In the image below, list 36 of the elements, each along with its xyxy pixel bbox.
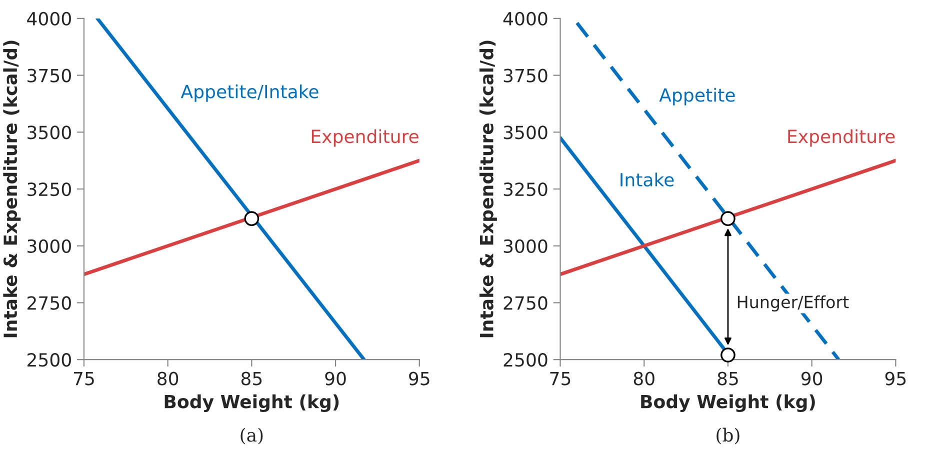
x-tick-label: 80	[158, 372, 178, 386]
y-tick-label: 3500	[504, 126, 548, 140]
x-tick-label: 95	[409, 372, 430, 386]
x-axis-title: Body Weight (kg)	[641, 394, 815, 412]
x-axis-title: Body Weight (kg)	[164, 394, 339, 412]
y-tick-label: 4000	[503, 12, 548, 26]
series-label: Expenditure	[788, 129, 895, 147]
y-tick-label: 3250	[504, 182, 548, 196]
y-tick-label: 3500	[28, 126, 71, 140]
text: (b)	[716, 428, 740, 444]
y-tick-label: 3750	[504, 68, 548, 82]
y-tick-label: 3000	[504, 239, 548, 253]
x-tick-label: 95	[885, 372, 906, 386]
series-label: Appetite	[659, 88, 735, 106]
y-tick-label: 3250	[28, 182, 71, 196]
y-tick-label: 3000	[28, 239, 71, 253]
x-tick-label: 85	[718, 372, 738, 386]
y-tick-label: 2500	[504, 353, 548, 367]
series-label: Intake	[620, 172, 674, 187]
annotation: Hunger/Effort	[738, 295, 849, 312]
x-tick-label: 75	[74, 372, 94, 386]
x-tick-label: 75	[550, 372, 570, 386]
y-tick-label: 4000	[27, 12, 71, 26]
x-tick-label: 90	[325, 372, 346, 386]
text: (a)	[240, 428, 263, 444]
x-tick-label: 80	[634, 372, 654, 386]
series-label: Appetite/Intake	[180, 84, 318, 102]
y-tick-label: 2750	[28, 296, 71, 310]
y-axis-title: Intake & Expenditure (kcal/d)	[3, 40, 21, 338]
y-tick-label: 2500	[28, 353, 71, 367]
x-tick-label: 85	[241, 372, 262, 386]
y-tick-label: 3750	[28, 68, 71, 82]
series-label: Expenditure	[312, 129, 418, 147]
x-tick-label: 90	[801, 372, 822, 386]
y-axis-title: Intake & Expenditure (kcal/d)	[479, 40, 497, 338]
y-tick-label: 2750	[504, 296, 548, 310]
